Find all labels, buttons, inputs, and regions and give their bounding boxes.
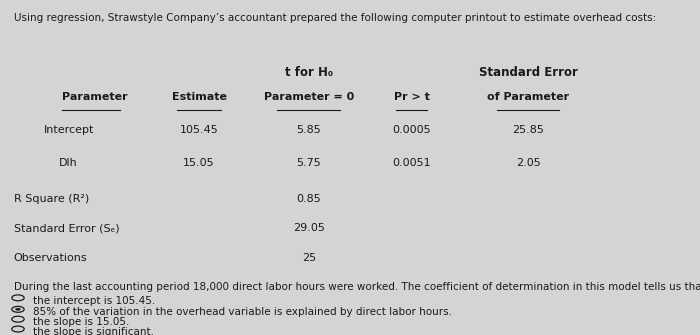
Text: Using regression, Strawstyle Company’s accountant prepared the following compute: Using regression, Strawstyle Company’s a… bbox=[14, 13, 656, 23]
Text: Estimate: Estimate bbox=[172, 92, 227, 102]
Text: 25: 25 bbox=[302, 253, 316, 263]
Text: 5.85: 5.85 bbox=[297, 125, 321, 135]
Text: the slope is 15.05.: the slope is 15.05. bbox=[33, 317, 130, 327]
Text: Intercept: Intercept bbox=[43, 125, 94, 135]
Text: Parameter: Parameter bbox=[62, 92, 127, 102]
Text: During the last accounting period 18,000 direct labor hours were worked. The coe: During the last accounting period 18,000… bbox=[14, 282, 700, 292]
Text: t for H₀: t for H₀ bbox=[285, 66, 333, 79]
Text: of Parameter: of Parameter bbox=[487, 92, 569, 102]
Text: Pr > t: Pr > t bbox=[394, 92, 430, 102]
Text: 85% of the variation in the overhead variable is explained by direct labor hours: 85% of the variation in the overhead var… bbox=[33, 307, 452, 317]
Text: Observations: Observations bbox=[14, 253, 88, 263]
Text: 25.85: 25.85 bbox=[512, 125, 545, 135]
Circle shape bbox=[15, 308, 21, 311]
Text: 0.85: 0.85 bbox=[297, 194, 321, 204]
Text: 0.0005: 0.0005 bbox=[393, 125, 431, 135]
Text: Dlh: Dlh bbox=[60, 158, 78, 168]
Text: 5.75: 5.75 bbox=[297, 158, 321, 168]
Text: Standard Error: Standard Error bbox=[479, 66, 578, 79]
Text: 0.0051: 0.0051 bbox=[393, 158, 431, 168]
Text: 2.05: 2.05 bbox=[516, 158, 540, 168]
Text: the slope is significant.: the slope is significant. bbox=[33, 327, 154, 335]
Text: Parameter = 0: Parameter = 0 bbox=[264, 92, 354, 102]
Text: Standard Error (Sₑ): Standard Error (Sₑ) bbox=[14, 223, 120, 233]
Text: 105.45: 105.45 bbox=[180, 125, 218, 135]
Text: R Square (R²): R Square (R²) bbox=[14, 194, 89, 204]
Text: 15.05: 15.05 bbox=[183, 158, 215, 168]
Text: 29.05: 29.05 bbox=[293, 223, 325, 233]
Text: the intercept is 105.45.: the intercept is 105.45. bbox=[33, 295, 155, 306]
